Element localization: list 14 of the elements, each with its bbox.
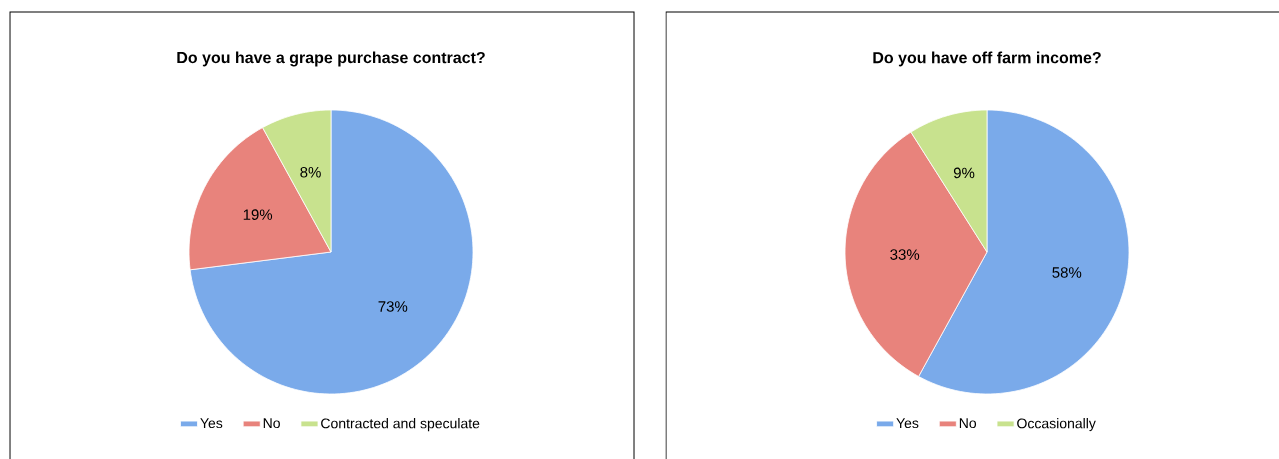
legend-label: Occasionally	[1017, 418, 1096, 432]
legend-label: Yes	[896, 418, 919, 429]
data-label: 9%	[953, 167, 975, 179]
legend-label: Contracted and speculate	[321, 418, 480, 432]
data-label: 19%	[243, 209, 273, 220]
legend-label: Yes	[200, 418, 223, 429]
data-label: 58%	[1052, 267, 1082, 278]
legend-label: No	[959, 418, 977, 429]
data-label: 8%	[300, 166, 321, 178]
chart-title: Do you have a grape purchase contract?	[177, 51, 485, 67]
data-label: 33%	[890, 249, 920, 260]
legend-label: No	[263, 418, 280, 429]
chart-title: Do you have off farm income?	[873, 51, 1101, 67]
data-label: 73%	[378, 301, 408, 312]
